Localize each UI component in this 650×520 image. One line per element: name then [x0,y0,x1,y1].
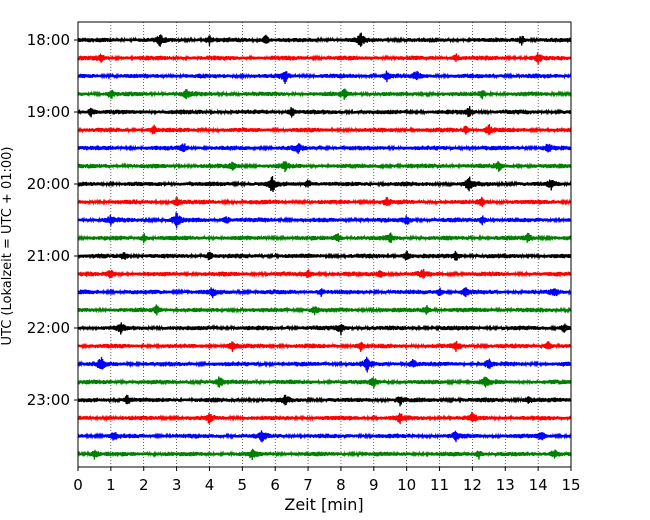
trace-1945 [77,160,572,173]
trace-2245 [77,376,572,389]
trace-2200 [77,322,572,336]
x-tick-label: 13 [496,476,515,494]
y-axis-label: UTC (Lokalzeit = UTC + 01:00) [0,147,15,346]
plot-frame [77,21,572,468]
y-axis: 18:00 19:00 20:00 21:00 22:00 23:00 [27,31,78,409]
trace-2115 [77,269,572,279]
trace-group [77,32,572,461]
trace-2330 [77,430,572,443]
trace-1815 [77,52,572,65]
trace-1830 [77,70,572,85]
trace-2045 [77,232,572,244]
y-tick-label: 19:00 [27,103,70,121]
trace-2315 [77,411,572,425]
x-axis-label: Zeit [min] [284,495,363,514]
x-tick-label: 1 [106,476,116,494]
plot-area-background [78,22,571,467]
trace-2215 [77,340,572,353]
trace-1900 [77,105,572,118]
y-tick-label: 20:00 [27,175,70,193]
x-tick-label: 11 [430,476,449,494]
trace-1930 [77,143,572,154]
trace-1845 [77,88,572,100]
x-axis: 0 1 2 3 4 5 6 7 8 9 10 11 12 13 14 15 [73,467,581,494]
x-tick-label: 8 [336,476,346,494]
x-tick-label: 10 [397,476,416,494]
trace-2100 [77,250,572,261]
x-tick-label: 9 [369,476,379,494]
trace-1800 [77,32,572,47]
y-tick-label: 23:00 [27,391,70,409]
x-tick-label: 7 [303,476,313,494]
x-tick-label: 2 [139,476,149,494]
trace-2230 [77,356,572,373]
trace-2015 [77,196,572,208]
x-grid [110,22,539,467]
x-tick-label: 12 [463,476,482,494]
x-tick-label: 5 [238,476,248,494]
x-tick-label: 14 [529,476,548,494]
x-tick-label: 0 [73,476,83,494]
trace-2130 [77,287,572,299]
x-tick-label: 15 [561,476,580,494]
y-tick-label: 18:00 [27,31,70,49]
y-tick-label: 22:00 [27,319,70,337]
trace-2000 [77,176,572,192]
x-tick-label: 6 [270,476,280,494]
trace-2345 [77,448,572,461]
trace-2300 [77,394,572,407]
x-tick-label: 4 [205,476,215,494]
y-tick-label: 21:00 [27,247,70,265]
trace-2145 [77,304,572,316]
trace-1915 [77,124,572,135]
x-tick-label: 3 [172,476,182,494]
trace-2030 [77,212,572,229]
